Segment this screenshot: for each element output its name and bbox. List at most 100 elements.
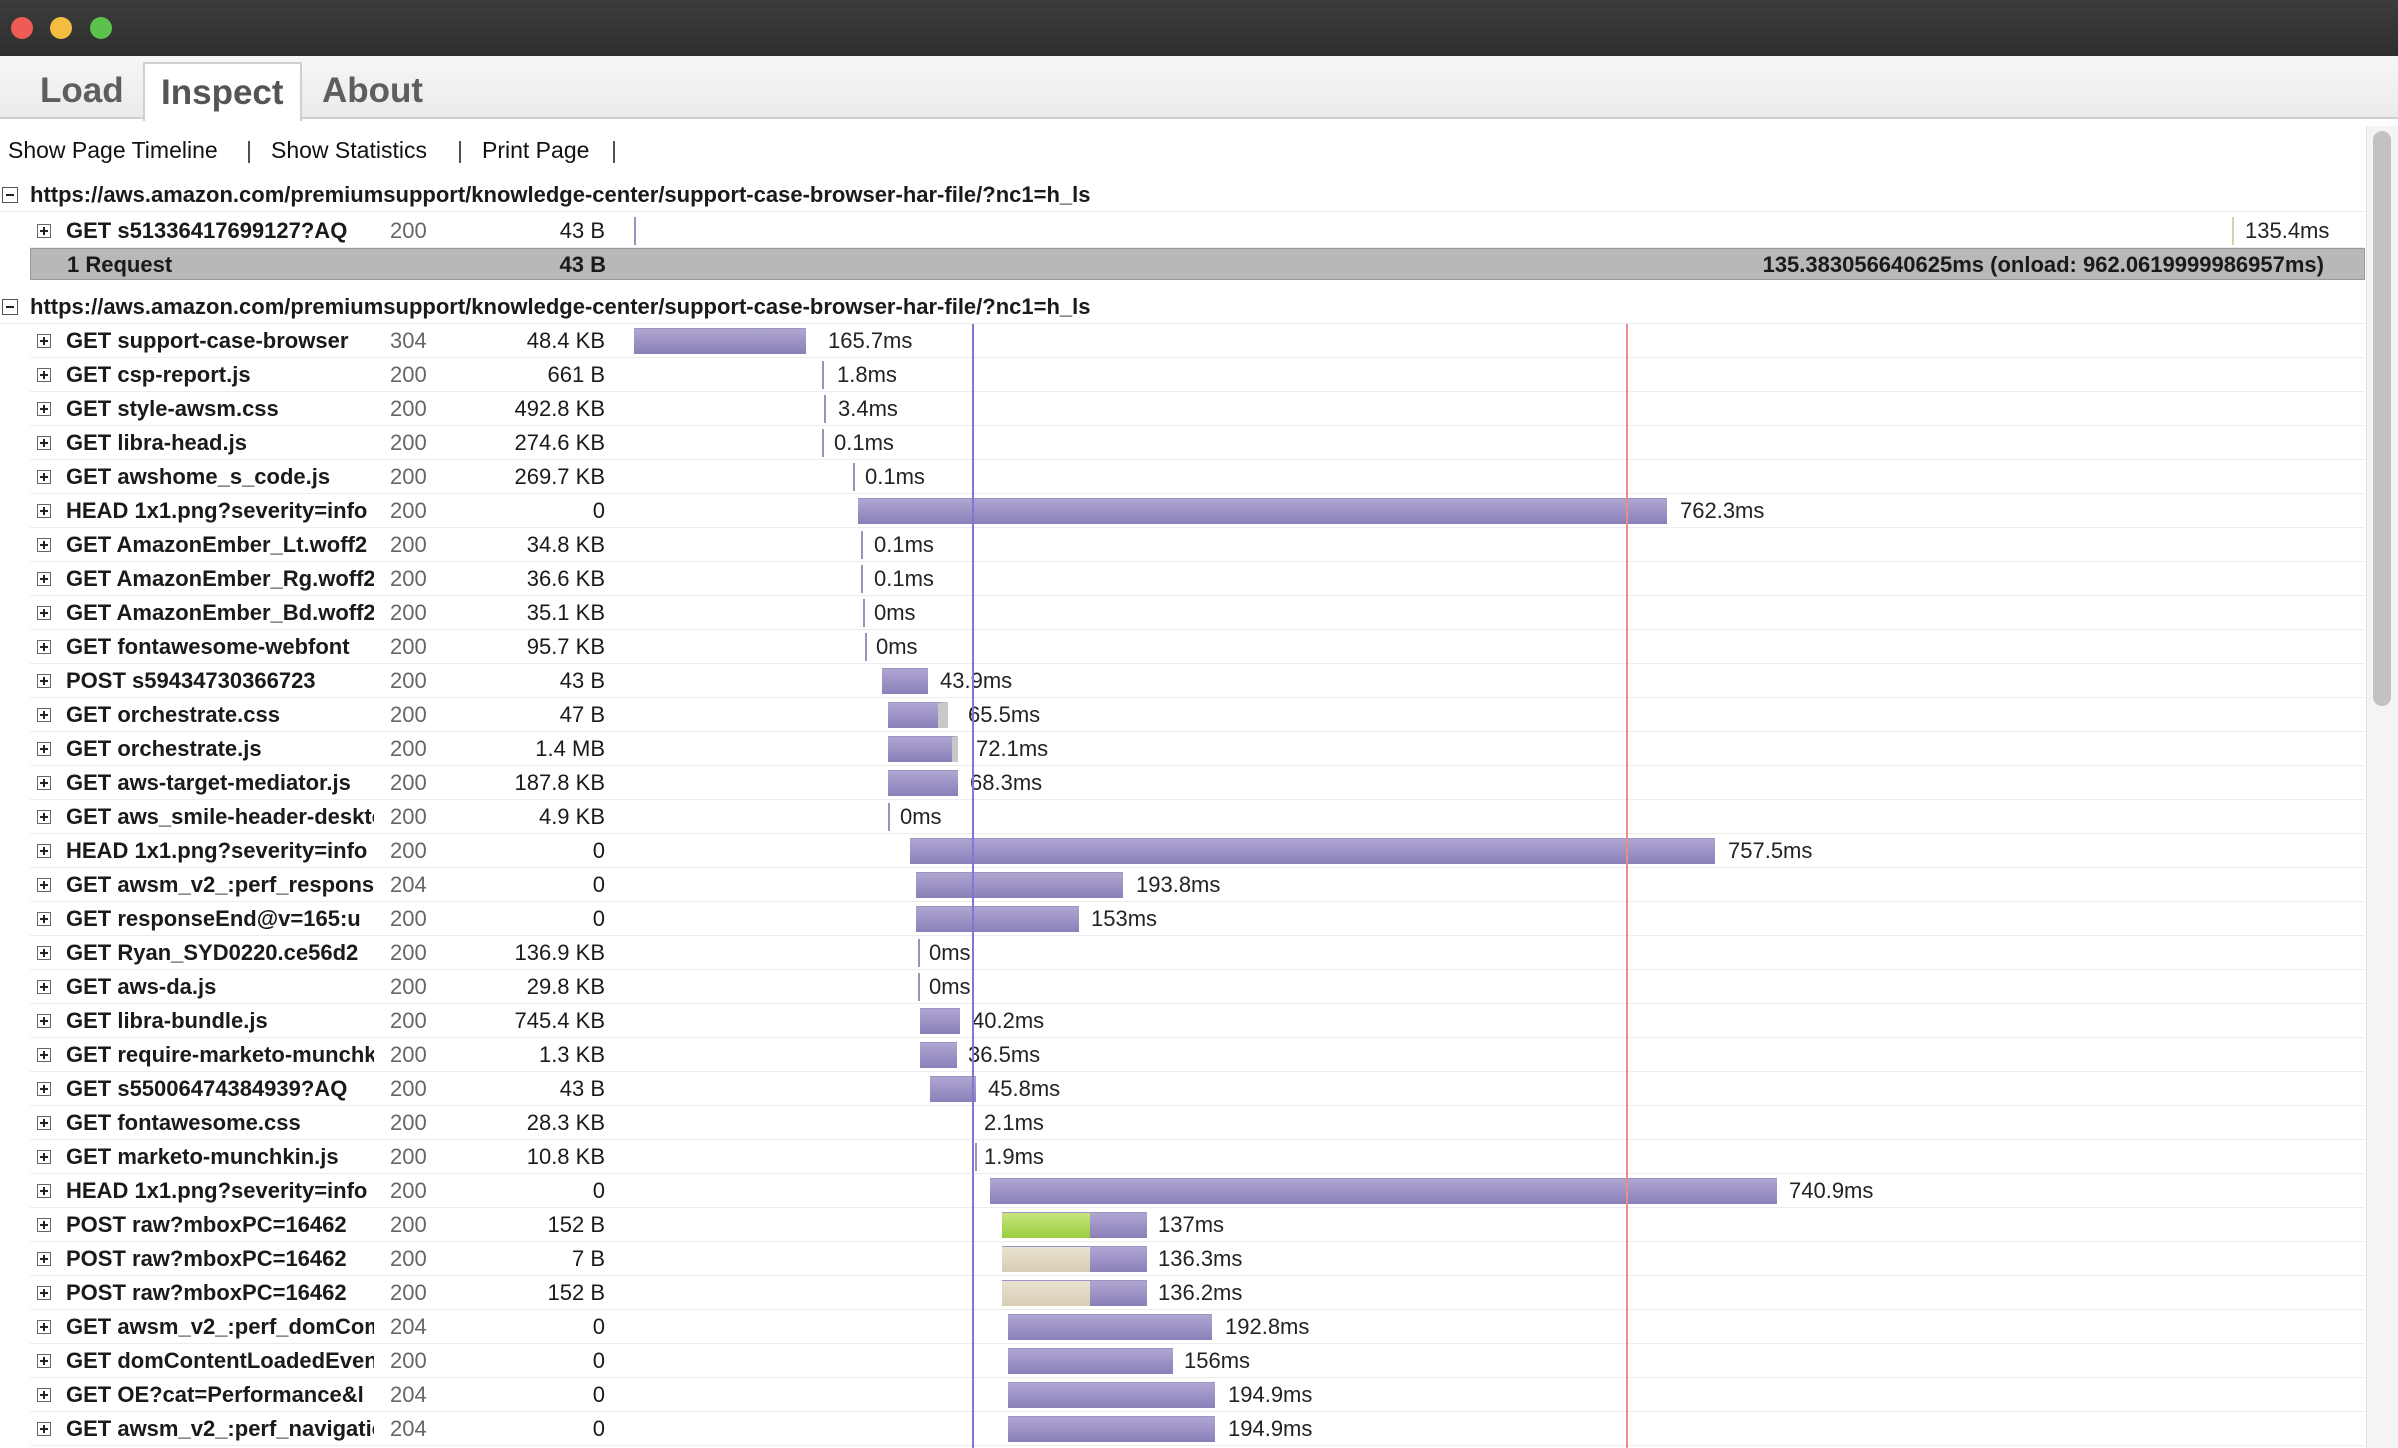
expand-icon[interactable] xyxy=(37,1014,51,1028)
request-status: 304 xyxy=(390,328,427,353)
request-row[interactable]: GET style-awsm.css 200 492.8 KB 3.4ms xyxy=(30,392,2365,426)
request-row[interactable]: GET OE?cat=Performance&l 204 0 194.9ms xyxy=(30,1378,2365,1412)
request-status: 200 xyxy=(390,430,427,455)
expand-icon[interactable] xyxy=(37,402,51,416)
request-row[interactable]: GET csp-report.js 200 661 B 1.8ms xyxy=(30,358,2365,392)
collapse-icon[interactable] xyxy=(2,299,18,315)
expand-icon[interactable] xyxy=(37,436,51,450)
request-row[interactable]: GET aws_smile-header-desktop 200 4.9 KB 0ms xyxy=(30,800,2365,834)
vertical-scrollbar[interactable] xyxy=(2366,126,2398,1448)
request-status: 200 xyxy=(390,1110,427,1135)
expand-icon[interactable] xyxy=(37,1354,51,1368)
request-name: GET fontawesome.css xyxy=(66,1110,301,1135)
expand-icon[interactable] xyxy=(37,1320,51,1334)
show-statistics-link[interactable]: Show Statistics xyxy=(271,137,427,163)
expand-icon[interactable] xyxy=(37,776,51,790)
timeline-blocked-segment xyxy=(1002,1246,1090,1272)
request-row[interactable]: POST raw?mboxPC=16462 200 152 B 136.2ms xyxy=(30,1276,2365,1310)
page-header[interactable]: https://aws.amazon.com/premiumsupport/kn… xyxy=(0,290,2365,324)
request-row[interactable]: GET s55006474384939?AQ 200 43 B 45.8ms xyxy=(30,1072,2365,1106)
request-row[interactable]: GET s51336417699127?AQ 200 43 B 135.4ms xyxy=(30,214,2365,248)
zoom-window-button[interactable] xyxy=(90,17,112,39)
request-row[interactable]: GET AmazonEmber_Rg.woff2 200 36.6 KB 0.1ms xyxy=(30,562,2365,596)
request-row[interactable]: GET orchestrate.css 200 47 B 65.5ms xyxy=(30,698,2365,732)
expand-icon[interactable] xyxy=(37,946,51,960)
expand-icon[interactable] xyxy=(37,334,51,348)
request-status: 200 xyxy=(390,770,427,795)
collapse-icon[interactable] xyxy=(2,187,18,203)
request-row[interactable]: GET AmazonEmber_Lt.woff2 200 34.8 KB 0.1ms xyxy=(30,528,2365,562)
expand-icon[interactable] xyxy=(37,1422,51,1436)
request-status: 200 xyxy=(390,396,427,421)
expand-icon[interactable] xyxy=(37,1048,51,1062)
request-row[interactable]: GET orchestrate.js 200 1.4 MB 72.1ms xyxy=(30,732,2365,766)
request-row[interactable]: GET fontawesome.css 200 28.3 KB 2.1ms xyxy=(30,1106,2365,1140)
request-status: 200 xyxy=(390,838,427,863)
expand-icon[interactable] xyxy=(37,368,51,382)
expand-icon[interactable] xyxy=(37,1184,51,1198)
timeline-bar xyxy=(1008,1416,1215,1442)
total-size: 43 B xyxy=(559,252,606,277)
tab-inspect[interactable]: Inspect xyxy=(143,62,302,121)
expand-icon[interactable] xyxy=(37,470,51,484)
expand-icon[interactable] xyxy=(37,1388,51,1402)
tab-about[interactable]: About xyxy=(322,71,424,110)
tab-load[interactable]: Load xyxy=(40,71,124,110)
request-row[interactable]: GET Ryan_SYD0220.ce56d2 200 136.9 KB 0ms xyxy=(30,936,2365,970)
request-row[interactable]: GET awsm_v2_:perf_domComplete 204 0 192.8ms xyxy=(30,1310,2365,1344)
expand-icon[interactable] xyxy=(37,810,51,824)
request-row[interactable]: GET AmazonEmber_Bd.woff2 200 35.1 KB 0ms xyxy=(30,596,2365,630)
request-row[interactable]: POST s59434730366723 200 43 B 43.9ms xyxy=(30,664,2365,698)
request-row[interactable]: GET awsm_v2_:perf_response 204 0 193.8ms xyxy=(30,868,2365,902)
expand-icon[interactable] xyxy=(37,980,51,994)
expand-icon[interactable] xyxy=(37,606,51,620)
request-row[interactable]: GET support-case-browser 304 48.4 KB 165.7m… xyxy=(30,324,2365,358)
scrollbar-thumb[interactable] xyxy=(2373,131,2391,706)
expand-icon[interactable] xyxy=(37,640,51,654)
expand-icon[interactable] xyxy=(37,674,51,688)
request-row[interactable]: GET awsm_v2_:perf_navigation 204 0 194.9ms xyxy=(30,1412,2365,1446)
expand-icon[interactable] xyxy=(37,504,51,518)
request-row[interactable]: GET marketo-munchkin.js 200 10.8 KB 1.9ms xyxy=(30,1140,2365,1174)
expand-icon[interactable] xyxy=(37,538,51,552)
request-status: 200 xyxy=(390,1076,427,1101)
close-window-button[interactable] xyxy=(11,17,33,39)
expand-icon[interactable] xyxy=(37,572,51,586)
request-row[interactable]: GET libra-head.js 200 274.6 KB 0.1ms xyxy=(30,426,2365,460)
request-row[interactable]: POST raw?mboxPC=16462 200 7 B 136.3ms xyxy=(30,1242,2365,1276)
expand-icon[interactable] xyxy=(37,912,51,926)
timeline-bar xyxy=(858,498,1667,524)
request-row[interactable]: HEAD 1x1.png?severity=info 200 0 757.5ms xyxy=(30,834,2365,868)
request-row[interactable]: GET aws-target-mediator.js 200 187.8 KB 68.… xyxy=(30,766,2365,800)
request-row[interactable]: HEAD 1x1.png?severity=info 200 0 762.3ms xyxy=(30,494,2365,528)
request-row[interactable]: GET require-marketo-munchkin 200 1.3 KB 36.… xyxy=(30,1038,2365,1072)
expand-icon[interactable] xyxy=(37,1252,51,1266)
expand-icon[interactable] xyxy=(37,1082,51,1096)
request-status: 200 xyxy=(390,498,427,523)
expand-icon[interactable] xyxy=(37,878,51,892)
request-row[interactable]: GET responseEnd@v=165:u 200 0 153ms xyxy=(30,902,2365,936)
request-row[interactable]: GET awshome_s_code.js 200 269.7 KB 0.1ms xyxy=(30,460,2365,494)
request-row[interactable]: GET libra-bundle.js 200 745.4 KB 40.2ms xyxy=(30,1004,2365,1038)
expand-icon[interactable] xyxy=(37,1150,51,1164)
expand-icon[interactable] xyxy=(37,1116,51,1130)
request-size: 274.6 KB xyxy=(514,430,605,455)
minimize-window-button[interactable] xyxy=(50,17,72,39)
request-row[interactable]: GET fontawesome-webfont 200 95.7 KB 0ms xyxy=(30,630,2365,664)
expand-icon[interactable] xyxy=(37,1218,51,1232)
request-row[interactable]: POST raw?mboxPC=16462 200 152 B 137ms xyxy=(30,1208,2365,1242)
expand-icon[interactable] xyxy=(37,224,51,238)
request-size: 47 B xyxy=(559,702,605,727)
request-row[interactable]: GET domContentLoadedEvent 200 0 156ms xyxy=(30,1344,2365,1378)
request-row[interactable]: HEAD 1x1.png?severity=info 200 0 740.9ms xyxy=(30,1174,2365,1208)
print-page-link[interactable]: Print Page xyxy=(482,137,590,163)
request-duration: 1.9ms xyxy=(984,1144,1044,1169)
expand-icon[interactable] xyxy=(37,708,51,722)
expand-icon[interactable] xyxy=(37,1286,51,1300)
request-row[interactable]: GET aws-da.js 200 29.8 KB 0ms xyxy=(30,970,2365,1004)
request-size: 0 xyxy=(592,1416,605,1441)
expand-icon[interactable] xyxy=(37,742,51,756)
expand-icon[interactable] xyxy=(37,844,51,858)
show-page-timeline-link[interactable]: Show Page Timeline xyxy=(8,137,218,163)
page-header[interactable]: https://aws.amazon.com/premiumsupport/kn… xyxy=(0,178,2365,212)
